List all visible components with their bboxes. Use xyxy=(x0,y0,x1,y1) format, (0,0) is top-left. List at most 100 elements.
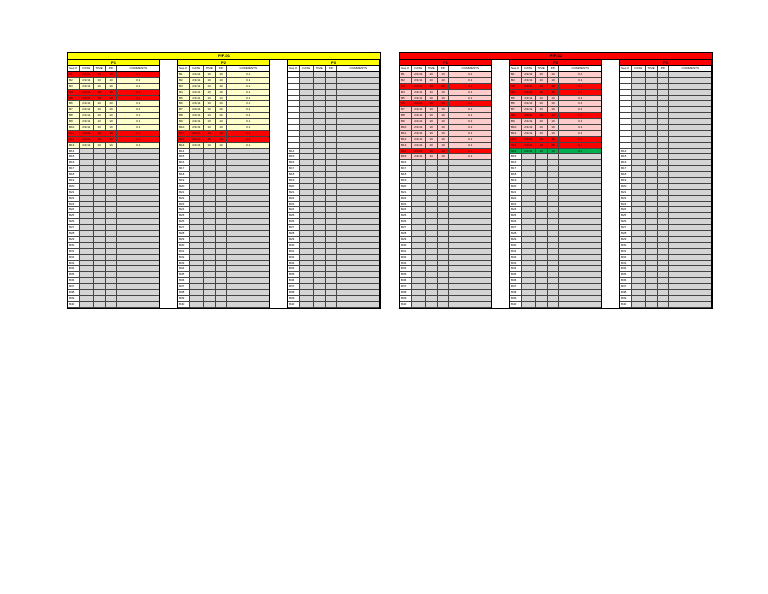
row-label[interactable]: B35 xyxy=(68,272,80,278)
row-label[interactable]: B15 xyxy=(178,154,190,160)
table-cell[interactable]: 10 xyxy=(203,83,216,89)
table-cell[interactable]: B8 xyxy=(178,113,190,119)
table-cell[interactable]: 10 xyxy=(425,107,438,113)
row-label[interactable]: B40 xyxy=(510,301,522,307)
table-cell[interactable]: 10 xyxy=(93,142,106,148)
empty-cell[interactable] xyxy=(337,219,379,225)
empty-cell[interactable] xyxy=(657,295,670,301)
table-cell[interactable]: 10 xyxy=(535,148,548,154)
table-cell[interactable]: B4 xyxy=(510,89,522,95)
empty-cell[interactable] xyxy=(631,242,646,248)
table-cell[interactable]: 2/1/11 xyxy=(79,77,94,83)
row-label[interactable]: B35 xyxy=(510,272,522,278)
empty-cell[interactable] xyxy=(645,166,658,172)
table-row[interactable]: B9 2/1/11 10 10 0.1 xyxy=(400,119,491,126)
row-label[interactable]: B25 xyxy=(510,213,522,219)
empty-row[interactable]: B35 xyxy=(288,272,379,279)
empty-cell[interactable] xyxy=(325,254,338,260)
row-label[interactable]: B31 xyxy=(620,248,632,254)
empty-cell[interactable] xyxy=(645,242,658,248)
empty-cell[interactable] xyxy=(337,260,379,266)
table-cell[interactable]: 10 xyxy=(437,83,450,89)
empty-cell[interactable] xyxy=(105,301,118,307)
empty-cell[interactable] xyxy=(449,225,491,231)
empty-cell[interactable] xyxy=(631,154,646,160)
table-row[interactable]: B3 2/1/11 10 10 0.1 xyxy=(178,83,269,90)
table-cell[interactable]: 2/1/11 xyxy=(521,72,536,77)
table-cell[interactable]: 10 xyxy=(215,125,228,130)
empty-cell[interactable] xyxy=(215,160,228,166)
empty-cell[interactable] xyxy=(79,160,94,166)
empty-row[interactable]: B18 xyxy=(620,172,711,179)
empty-cell[interactable] xyxy=(449,178,491,183)
table-cell[interactable]: B11 xyxy=(68,130,80,136)
table-cell[interactable]: 0.1 xyxy=(559,142,601,148)
row-label[interactable]: B35 xyxy=(288,272,300,278)
empty-cell[interactable] xyxy=(93,183,106,189)
empty-cell[interactable] xyxy=(313,178,326,183)
empty-cell[interactable] xyxy=(631,136,646,142)
empty-row[interactable]: B21 xyxy=(178,189,269,196)
empty-row[interactable]: B37 xyxy=(510,284,601,290)
empty-cell[interactable] xyxy=(437,242,450,248)
empty-cell[interactable] xyxy=(215,183,228,189)
empty-row[interactable]: B36 xyxy=(620,278,711,285)
empty-cell[interactable] xyxy=(411,183,426,189)
table-cell[interactable]: 0.1 xyxy=(117,107,159,113)
table-cell[interactable]: B15 xyxy=(400,154,412,160)
table-row[interactable]: B14 2/1/11 10 10 0.1 xyxy=(510,148,601,155)
empty-cell[interactable] xyxy=(449,295,491,301)
table-cell[interactable]: B1 xyxy=(68,72,80,77)
empty-cell[interactable] xyxy=(93,160,106,166)
row-label[interactable] xyxy=(620,136,632,142)
empty-cell[interactable] xyxy=(227,225,269,231)
empty-cell[interactable] xyxy=(313,113,326,119)
empty-row[interactable]: B23 xyxy=(288,201,379,208)
empty-cell[interactable] xyxy=(645,207,658,213)
empty-cell[interactable] xyxy=(669,113,711,119)
empty-cell[interactable] xyxy=(449,231,491,236)
empty-cell[interactable] xyxy=(559,219,601,225)
empty-row[interactable]: B20 xyxy=(68,183,159,190)
empty-cell[interactable] xyxy=(203,166,216,172)
table-cell[interactable]: 10 xyxy=(105,142,118,148)
empty-cell[interactable] xyxy=(669,295,711,301)
row-label[interactable]: B39 xyxy=(68,295,80,301)
empty-cell[interactable] xyxy=(105,254,118,260)
row-label[interactable]: B39 xyxy=(288,295,300,301)
empty-cell[interactable] xyxy=(559,195,601,201)
empty-cell[interactable] xyxy=(203,284,216,289)
empty-cell[interactable] xyxy=(79,154,94,160)
empty-cell[interactable] xyxy=(299,148,314,154)
row-label[interactable]: B28 xyxy=(178,231,190,236)
row-label[interactable]: B32 xyxy=(68,254,80,260)
empty-row[interactable]: B24 xyxy=(178,207,269,214)
empty-cell[interactable] xyxy=(449,289,491,295)
empty-row[interactable]: B38 xyxy=(620,289,711,296)
empty-cell[interactable] xyxy=(215,189,228,195)
empty-cell[interactable] xyxy=(535,172,548,178)
empty-cell[interactable] xyxy=(669,136,711,142)
row-label[interactable]: B36 xyxy=(400,278,412,284)
empty-cell[interactable] xyxy=(449,213,491,219)
empty-row[interactable]: B29 xyxy=(620,236,711,243)
empty-cell[interactable] xyxy=(313,83,326,89)
empty-row[interactable]: B29 xyxy=(288,236,379,243)
table-cell[interactable]: 10 xyxy=(547,95,560,101)
empty-cell[interactable] xyxy=(669,195,711,201)
empty-cell[interactable] xyxy=(337,213,379,219)
empty-cell[interactable] xyxy=(313,213,326,219)
empty-cell[interactable] xyxy=(535,231,548,236)
table-cell[interactable]: 0.1 xyxy=(227,142,269,148)
empty-cell[interactable] xyxy=(117,295,159,301)
empty-cell[interactable] xyxy=(117,219,159,225)
table-row[interactable]: B10 2/1/11 10 10 0.1 xyxy=(68,125,159,131)
empty-cell[interactable] xyxy=(535,242,548,248)
row-label[interactable]: B21 xyxy=(400,189,412,195)
empty-cell[interactable] xyxy=(535,295,548,301)
empty-row[interactable]: B39 xyxy=(288,295,379,302)
table-cell[interactable]: 10 xyxy=(215,72,228,77)
row-label[interactable]: B28 xyxy=(68,231,80,236)
table-cell[interactable]: B4 xyxy=(178,89,190,95)
empty-cell[interactable] xyxy=(411,160,426,166)
